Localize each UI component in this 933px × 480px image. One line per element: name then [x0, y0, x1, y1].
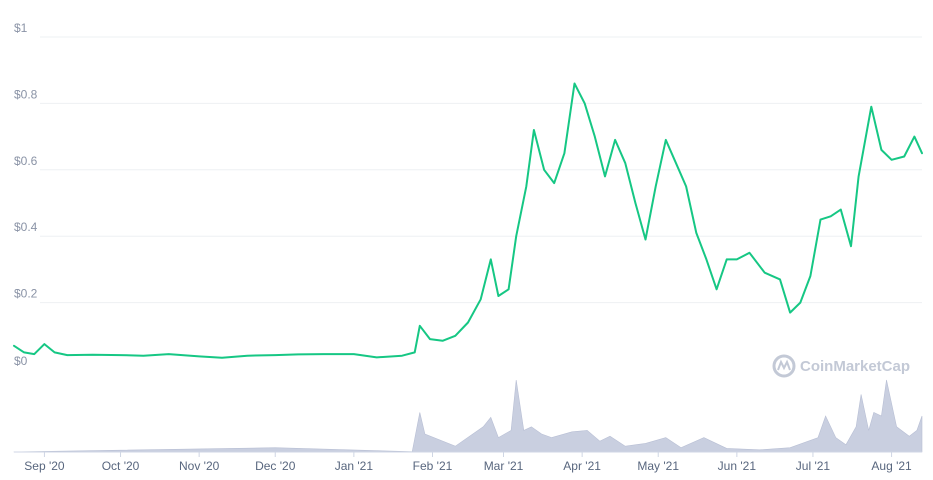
y-tick-label: $0.2 [14, 287, 38, 301]
coinmarketcap-watermark: CoinMarketCap [772, 354, 910, 378]
x-axis-labels: Sep '20 Oct '20 Nov '20 Dec '20 Jan '21 Feb '… [24, 452, 912, 473]
x-tick-label: Nov '20 [179, 459, 220, 473]
x-tick-label: Mar '21 [484, 459, 524, 473]
y-tick-label: $1 [14, 21, 28, 35]
x-tick-label: Jan '21 [335, 459, 374, 473]
x-tick-label: Feb '21 [413, 459, 453, 473]
y-tick-label: $0 [14, 354, 28, 368]
volume-area [13, 379, 923, 453]
x-tick-label: Jul '21 [796, 459, 831, 473]
price-series [13, 82, 923, 359]
y-tick-label: $0.6 [14, 154, 38, 168]
x-tick-label: Jun '21 [718, 459, 757, 473]
y-tick-label: $0.8 [14, 87, 38, 101]
volume-area-fill [13, 379, 923, 453]
x-tick-label: Dec '20 [255, 459, 296, 473]
y-axis-labels: $0 $0.2 $0.4 $0.6 $0.8 $1 [14, 21, 38, 368]
x-tick-label: Oct '20 [102, 459, 140, 473]
watermark-brand: CoinMarketCap [800, 358, 910, 375]
x-tick-label: Apr '21 [563, 459, 601, 473]
x-tick-label: Sep '20 [24, 459, 65, 473]
grid-lines [40, 36, 922, 304]
x-tick-label: Aug '21 [871, 459, 912, 473]
price-line [13, 82, 923, 359]
coinmarketcap-logo-icon [772, 354, 796, 378]
y-tick-label: $0.4 [14, 220, 38, 234]
x-tick-label: May '21 [637, 459, 679, 473]
